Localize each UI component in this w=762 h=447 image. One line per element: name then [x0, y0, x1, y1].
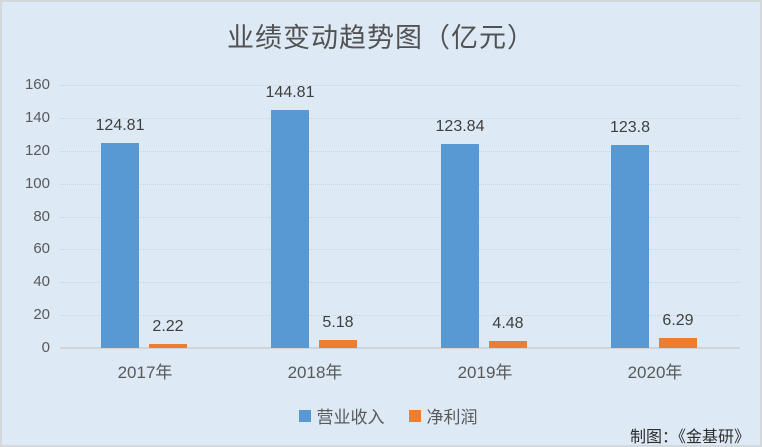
y-tick-label: 160 [24, 76, 50, 93]
value-label-profit-0: 2.22 [152, 318, 184, 336]
value-label-revenue-1: 144.81 [265, 83, 315, 101]
bar-profit-3 [659, 337, 697, 348]
y-tick-label: 60 [33, 240, 50, 258]
x-axis-label-1: 2018年 [287, 363, 343, 382]
gridline [60, 117, 740, 119]
y-tick-label: 20 [33, 306, 50, 324]
plot-area: 124.81 2.22 144.81 5.18 123.84 4.48 123.8 6.29 [60, 83, 740, 349]
x-axis-line [60, 347, 740, 349]
value-label-revenue-3: 123.8 [609, 118, 651, 136]
value-label-revenue-0: 124.81 [95, 116, 145, 134]
bar-revenue-3 [611, 144, 649, 348]
y-tick-label: 80 [33, 207, 50, 225]
legend-item-profit: 净利润 [408, 403, 478, 428]
legend-item-revenue: 营业收入 [298, 403, 385, 428]
legend-label-revenue: 营业收入 [316, 408, 385, 427]
bar-profit-0 [149, 344, 187, 348]
x-axis-label-0: 2017年 [117, 363, 173, 382]
credit-text: 制图：《金基研》 [629, 429, 750, 446]
legend: 营业收入 净利润 [9, 403, 760, 428]
y-tick-label: 120 [24, 141, 50, 159]
gridline [60, 85, 740, 86]
y-tick-label: 140 [24, 108, 50, 126]
gridline [60, 249, 740, 251]
y-tick-label: 100 [24, 174, 50, 192]
value-label-profit-1: 5.18 [322, 313, 354, 331]
gridline [60, 183, 740, 185]
value-label-profit-2: 4.48 [492, 314, 524, 332]
legend-swatch-revenue-icon [298, 409, 311, 422]
legend-label-profit: 净利润 [426, 408, 478, 427]
x-axis-label-2: 2019年 [457, 363, 513, 382]
bar-revenue-1 [271, 109, 309, 348]
value-label-revenue-2: 123.84 [435, 118, 485, 136]
chart-title: 业绩变动趋势图（亿元） [227, 23, 535, 53]
bar-profit-1 [319, 339, 357, 348]
y-tick-label: 40 [33, 273, 50, 291]
bar-profit-2 [489, 340, 527, 348]
bar-revenue-0 [101, 142, 139, 348]
y-tick-label: 0 [41, 339, 50, 356]
x-axis-label-3: 2020年 [627, 363, 683, 382]
value-label-profit-3: 6.29 [662, 311, 694, 329]
legend-swatch-profit-icon [408, 409, 421, 422]
bar-revenue-2 [441, 144, 479, 348]
gridline [60, 315, 740, 317]
gridline [60, 282, 740, 284]
gridline [60, 216, 740, 218]
gridline [60, 150, 740, 152]
